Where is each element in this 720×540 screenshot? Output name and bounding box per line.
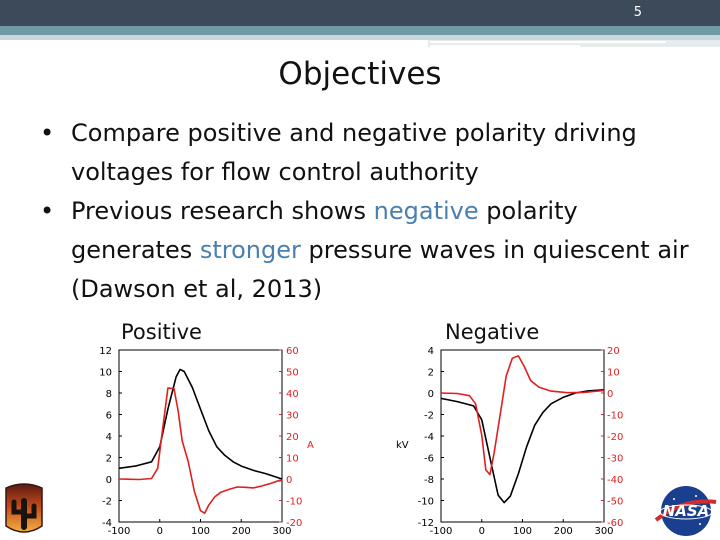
y-left-tick-label: -2	[424, 411, 434, 422]
y-right-tick-label: -20	[286, 518, 302, 529]
y-right-tick-label: 20	[607, 346, 620, 357]
y-left-tick-label: -6	[424, 454, 434, 465]
header-light-stripe	[0, 35, 720, 40]
y-right-tick-label: -10	[607, 411, 623, 422]
y-left-tick-label: 4	[428, 346, 434, 357]
x-tick-label: 200	[554, 526, 573, 537]
header-accent-line	[430, 41, 666, 43]
y-left-tick-label: 8	[106, 389, 112, 400]
x-tick-label: -100	[108, 526, 131, 537]
header-bar	[0, 0, 720, 26]
bullet-text: Compare positive and negative polarity d…	[71, 119, 637, 186]
bullet-text: polarity generates	[71, 197, 578, 264]
plot-frame	[440, 349, 605, 523]
current-series-line	[440, 355, 605, 476]
x-tick-label: 0	[479, 526, 485, 537]
y-right-tick-label: -50	[607, 497, 623, 508]
y-right-tick-label: 0	[286, 475, 292, 486]
header-accent-line-short	[430, 45, 580, 47]
y-right-tick-label: -60	[607, 518, 623, 529]
negative-plot-title: Negative	[445, 320, 540, 344]
bullet-item: Compare positive and negative polarity d…	[40, 114, 700, 192]
y-right-tick-label: -20	[607, 432, 623, 443]
y-right-tick-label: 40	[286, 389, 299, 400]
y-right-tick-label: 10	[607, 368, 620, 379]
bullet-list: Compare positive and negative polarity d…	[40, 114, 700, 309]
y-left-tick-label: 6	[106, 411, 112, 422]
x-tick-label: 100	[513, 526, 532, 537]
y-right-tick-label: 30	[286, 411, 299, 422]
slide-number: 5	[633, 5, 642, 20]
university-logo-icon	[5, 483, 43, 533]
voltage-series-line	[440, 389, 605, 504]
y-right-tick-label: -30	[607, 454, 623, 465]
y-left-tick-label: 10	[99, 368, 112, 379]
y-left-tick-label: 2	[106, 454, 112, 465]
y-right-tick-label: -40	[607, 475, 623, 486]
header-accent-stripe	[0, 26, 720, 35]
plot-frame	[118, 349, 283, 523]
x-tick-label: 300	[594, 526, 613, 537]
x-tick-label: 200	[232, 526, 251, 537]
x-tick-label: -100	[430, 526, 453, 537]
bullet-text: Previous research shows	[71, 197, 374, 225]
y-right-tick-label: 0	[607, 389, 613, 400]
bullet-item: Previous research shows negative polarit…	[40, 192, 700, 309]
y-right-tick-label: 50	[286, 368, 299, 379]
y-left-tick-label: -8	[424, 475, 434, 486]
x-tick-label: 100	[191, 526, 210, 537]
x-tick-label: 0	[157, 526, 163, 537]
y-left-axis-label: kV	[396, 440, 409, 451]
positive-plot-title: Positive	[121, 320, 202, 344]
y-left-tick-label: -4	[424, 432, 434, 443]
chart-0: -100 0 100 200 300-4-2024681012-20-100102030…	[99, 346, 314, 537]
y-right-tick-label: -10	[286, 497, 302, 508]
chart-1: -100 0 100 200 300-12-10-8-6-4-2024-60-50-40…	[396, 346, 623, 537]
y-right-tick-label: 60	[286, 346, 299, 357]
y-right-axis-label: A	[307, 440, 314, 451]
header-accent-tab	[428, 40, 720, 47]
y-left-tick-label: -4	[102, 518, 112, 529]
y-left-tick-label: 0	[106, 475, 112, 486]
svg-text:NASA: NASA	[663, 502, 710, 520]
y-left-tick-label: 4	[106, 432, 112, 443]
voltage-series-line	[118, 368, 283, 480]
y-right-tick-label: 10	[286, 454, 299, 465]
y-right-tick-label: 20	[286, 432, 299, 443]
y-left-tick-label: -12	[418, 518, 434, 529]
bullet-text: pressure waves in quiescent air (Dawson …	[71, 236, 689, 303]
y-left-tick-label: -2	[102, 497, 112, 508]
y-left-tick-label: -10	[418, 497, 434, 508]
highlight-negative: negative	[373, 197, 479, 225]
highlight-stronger: stronger	[199, 236, 301, 264]
x-tick-label: 300	[272, 526, 291, 537]
y-left-tick-label: 12	[99, 346, 112, 357]
y-left-tick-label: 2	[428, 368, 434, 379]
current-series-line	[118, 387, 283, 514]
y-left-tick-label: 0	[428, 389, 434, 400]
nasa-logo-icon: NASA	[654, 486, 717, 536]
slide-title: Objectives	[278, 56, 442, 92]
